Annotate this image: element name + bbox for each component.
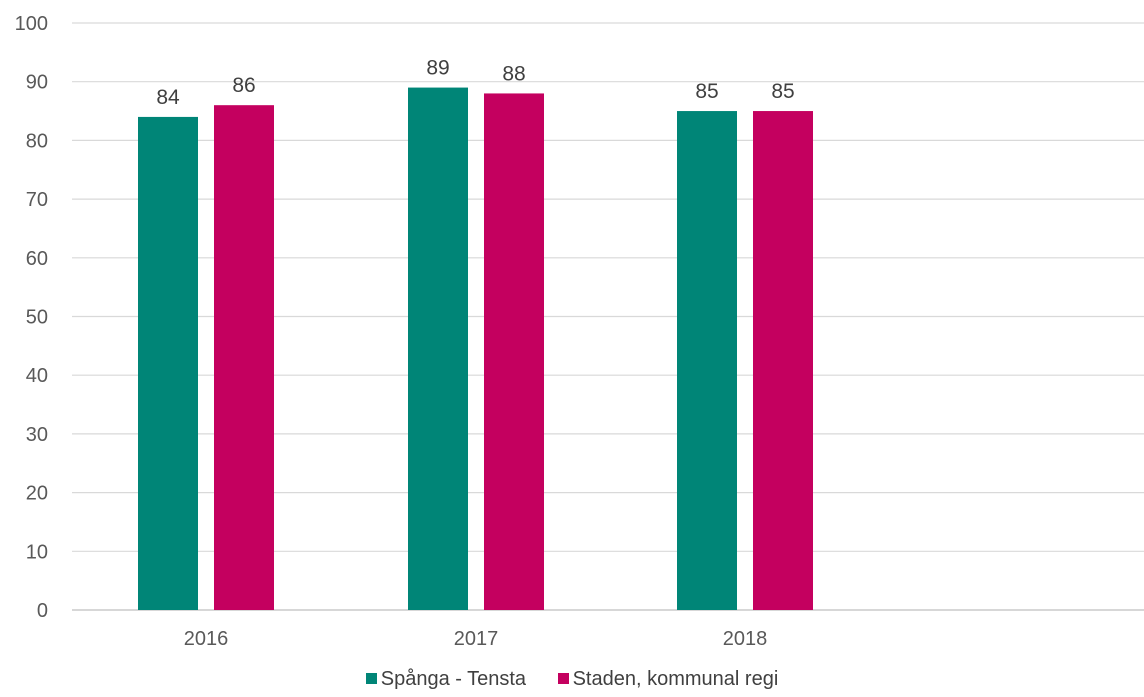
y-tick-label: 90 bbox=[26, 72, 48, 94]
legend-item-spanga-tensta: Spånga - Tensta bbox=[365, 668, 527, 691]
data-label: 84 bbox=[156, 86, 180, 109]
data-label: 86 bbox=[232, 74, 255, 97]
x-tick-label: 2018 bbox=[723, 628, 768, 650]
y-tick-label: 70 bbox=[26, 189, 48, 211]
data-label: 85 bbox=[771, 80, 794, 103]
y-tick-label: 100 bbox=[15, 13, 48, 35]
x-tick-label: 2017 bbox=[454, 628, 499, 650]
y-tick-label: 0 bbox=[37, 600, 48, 622]
legend-label: Staden, kommunal regi bbox=[572, 668, 779, 690]
y-tick-label: 50 bbox=[26, 307, 48, 329]
y-tick-label: 40 bbox=[26, 365, 48, 387]
x-axis-ticks: 2016 2017 2018 bbox=[184, 628, 768, 650]
y-tick-label: 10 bbox=[26, 541, 48, 563]
y-tick-label: 60 bbox=[26, 248, 48, 270]
legend-label: Spånga - Tensta bbox=[380, 668, 527, 690]
bar-staden-2016 bbox=[214, 105, 274, 611]
legend-swatch bbox=[557, 673, 569, 684]
data-label: 85 bbox=[695, 80, 718, 103]
data-labels: 84 86 89 88 85 85 bbox=[156, 57, 794, 109]
x-tick-label: 2016 bbox=[184, 628, 229, 650]
y-axis-ticks: 0 10 20 30 40 50 60 70 80 90 100 bbox=[15, 13, 48, 622]
legend: Spånga - Tensta Staden, kommunal regi bbox=[0, 668, 1144, 691]
y-tick-label: 80 bbox=[26, 130, 48, 152]
bar-staden-2018 bbox=[753, 111, 813, 611]
data-label: 89 bbox=[426, 57, 449, 80]
bar-staden-2017 bbox=[484, 93, 544, 610]
bar-spanga-tensta-2016 bbox=[138, 116, 198, 611]
data-label: 88 bbox=[502, 62, 525, 85]
y-tick-label: 20 bbox=[26, 483, 48, 505]
legend-swatch bbox=[365, 673, 377, 684]
bar-chart: 0 10 20 30 40 50 60 70 80 90 100 84 86 89 88 85 85 2016… bbox=[15, 13, 1144, 650]
legend-item-staden: Staden, kommunal regi bbox=[557, 668, 779, 691]
bar-spanga-tensta-2017 bbox=[408, 87, 468, 610]
bar-spanga-tensta-2018 bbox=[677, 111, 737, 611]
bars bbox=[138, 87, 813, 611]
y-tick-label: 30 bbox=[26, 424, 48, 446]
